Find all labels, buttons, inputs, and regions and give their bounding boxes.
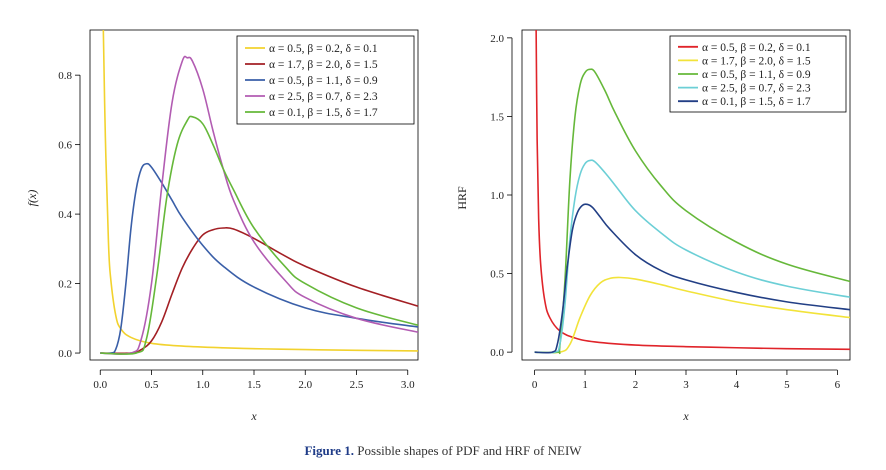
- pdf-series-line-0: [102, 30, 418, 352]
- hrf-x-tick-label: 2: [633, 379, 639, 391]
- hrf-x-tick-label: 4: [734, 379, 740, 391]
- hrf-legend-entry: α = 0.1, β = 1.5, δ = 1.7: [702, 96, 811, 108]
- hrf-legend-entry: α = 1.7, β = 2.0, δ = 1.5: [702, 55, 811, 67]
- hrf-axes: 0 1 2 3 4 5 6 0.0 0.5 1.0 1.5 2.0: [490, 33, 840, 391]
- hrf-x-tick-label: 5: [784, 379, 790, 391]
- caption-figure-number: Figure 1.: [304, 443, 355, 458]
- pdf-y-axis-label: f(x): [25, 190, 39, 207]
- hrf-legend: α = 0.5, β = 0.2, δ = 0.1α = 1.7, β = 2.…: [669, 35, 847, 113]
- hrf-legend-box: [669, 35, 847, 113]
- pdf-legend-entry: α = 1.7, β = 2.0, δ = 1.5: [269, 59, 378, 71]
- pdf-legend-entry: α = 2.5, β = 0.7, δ = 2.3: [269, 91, 378, 103]
- pdf-x-tick-label: 0.5: [145, 379, 159, 391]
- pdf-x-tick-label: 0.0: [93, 379, 107, 391]
- pdf-y-tick-label: 0.8: [58, 70, 72, 82]
- hrf-x-tick-label: 1: [582, 379, 588, 391]
- pdf-legend: α = 0.5, β = 0.2, δ = 0.1 α = 1.7, β = 2.…: [236, 35, 415, 125]
- pdf-y-tick-label: 0.0: [58, 348, 72, 360]
- hrf-x-tick-label: 0: [532, 379, 538, 391]
- pdf-legend-entry: α = 0.5, β = 1.1, δ = 0.9: [269, 75, 378, 87]
- hrf-y-tick-label: 0.0: [490, 347, 504, 359]
- pdf-y-tick-label: 0.4: [58, 209, 72, 221]
- pdf-legend-entry: α = 0.1, β = 1.5, δ = 1.7: [269, 107, 378, 119]
- hrf-series-line-0: [535, 30, 850, 351]
- pdf-x-axis-label: x: [250, 409, 257, 423]
- pdf-series-line-1: [100, 226, 418, 355]
- pdf-x-tick-label: 2.0: [298, 379, 312, 391]
- hrf-y-tick-label: 2.0: [490, 33, 504, 45]
- pdf-plot-frame: [89, 29, 419, 361]
- pdf-x-tick-label: 2.5: [350, 379, 364, 391]
- hrf-legend-entry: α = 0.5, β = 1.1, δ = 0.9: [702, 69, 811, 81]
- hrf-legend-entry: α = 2.5, β = 0.7, δ = 2.3: [702, 83, 811, 95]
- hrf-y-tick-label: 0.5: [490, 269, 504, 281]
- hrf-x-tick-label: 3: [683, 379, 689, 391]
- pdf-x-tick-label: 1.5: [247, 379, 261, 391]
- hrf-series-line-1: [534, 276, 850, 354]
- hrf-y-axis-label: HRF: [455, 186, 469, 210]
- pdf-series-line-2: [100, 162, 418, 355]
- pdf-legend-box: [236, 35, 415, 125]
- hrf-series-line-3: [534, 159, 850, 354]
- hrf-x-tick-label: 6: [835, 379, 841, 391]
- hrf-series-line-4: [534, 203, 850, 354]
- pdf-series-line-4: [100, 115, 418, 355]
- figure-caption: Figure 1. Possible shapes of PDF and HRF…: [0, 443, 886, 459]
- hrf-y-tick-label: 1.0: [490, 190, 504, 202]
- pdf-legend-entry: α = 0.5, β = 0.2, δ = 0.1: [269, 43, 378, 55]
- pdf-chart: 0.0 0.5 1.0 1.5 2.0 2.5 3.0 0.0 0.2 0.4 0.6 0.8 α =…: [25, 29, 419, 423]
- hrf-chart: 0 1 2 3 4 5 6 0.0 0.5 1.0 1.5 2.0 α = 0.5, β = 0.2,…: [455, 29, 851, 423]
- hrf-plot-frame: [521, 29, 851, 361]
- pdf-x-tick-label: 1.0: [196, 379, 210, 391]
- pdf-y-tick-label: 0.6: [58, 140, 72, 152]
- hrf-series-group: [534, 30, 850, 355]
- pdf-y-tick-label: 0.2: [58, 279, 72, 291]
- hrf-x-axis-label: x: [682, 409, 689, 423]
- hrf-y-tick-label: 1.5: [490, 111, 504, 123]
- pdf-x-tick-label: 3.0: [401, 379, 415, 391]
- pdf-series-line-3: [100, 55, 418, 355]
- hrf-legend-entry: α = 0.5, β = 0.2, δ = 0.1: [702, 42, 811, 54]
- pdf-series-group: [100, 30, 418, 355]
- caption-text: Possible shapes of PDF and HRF of NEIW: [357, 443, 582, 458]
- pdf-axes: 0.0 0.5 1.0 1.5 2.0 2.5 3.0 0.0 0.2 0.4 0.6 0.8: [58, 70, 415, 391]
